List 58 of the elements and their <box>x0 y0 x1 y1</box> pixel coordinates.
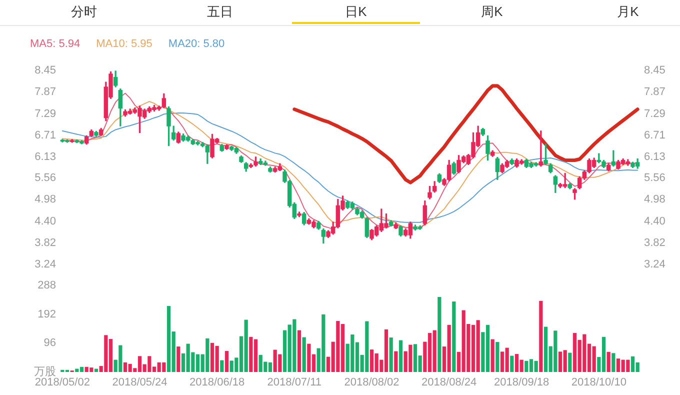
y2-tick-label: 6.71 <box>644 129 666 142</box>
bar <box>394 351 398 372</box>
bar <box>297 330 302 372</box>
bar <box>302 337 306 372</box>
text: 周K <box>481 4 503 19</box>
text: MA10: 5.95 <box>96 38 152 50</box>
bar <box>220 360 224 372</box>
text: 月K <box>617 4 639 19</box>
bar <box>94 368 98 372</box>
text: 日K <box>345 4 367 19</box>
bar <box>490 339 494 372</box>
y2-tick-label: 4.98 <box>644 194 666 206</box>
y-tick-label: 6.71 <box>34 129 56 142</box>
y-tick-label: 7.87 <box>34 86 56 98</box>
y2-tick-label: 7.29 <box>644 108 666 120</box>
x-tick-label: 2018/06/18 <box>190 376 245 389</box>
bar <box>568 352 572 372</box>
y2-tick-label: 5.56 <box>644 172 666 184</box>
bar <box>224 351 229 372</box>
y2-tick-label: 6.13 <box>644 150 666 163</box>
bar <box>452 302 456 372</box>
x-tick-label: 2018/05/02 <box>34 376 90 389</box>
bar <box>612 353 616 372</box>
bar <box>539 300 543 372</box>
y-tick-label: 3.82 <box>34 236 56 249</box>
bar <box>496 342 500 372</box>
y-tick-label: 万股 <box>34 366 56 378</box>
x-tick-label: 2018/07/11 <box>267 376 322 389</box>
y-tick-label: 96 <box>44 337 56 350</box>
y2-tick-label: 4.40 <box>644 215 666 228</box>
bar <box>438 297 442 372</box>
bar <box>176 346 180 372</box>
bar <box>606 352 610 372</box>
text: MA5: 5.94 <box>30 38 80 50</box>
y-tick-label: 7.29 <box>34 108 56 120</box>
y-tick-label: 4.98 <box>34 194 56 206</box>
y-tick-label: 3.24 <box>34 258 56 270</box>
x-tick-label: 2018/10/10 <box>571 376 626 389</box>
y2-tick-label: 8.45 <box>644 64 666 77</box>
text: 分时 <box>71 4 97 19</box>
x-tick-label: 2018/09/18 <box>494 376 550 389</box>
text: 五日 <box>207 4 233 19</box>
x-tick-label: 2018/08/02 <box>344 376 400 389</box>
y-tick-label: 6.13 <box>34 150 56 163</box>
y-tick-label: 4.40 <box>34 215 56 228</box>
y-tick-label: 5.56 <box>34 172 56 184</box>
bar <box>389 338 393 372</box>
y-tick-label: 192 <box>38 308 56 320</box>
y2-tick-label: 7.87 <box>644 86 666 98</box>
x-tick-label: 2018/08/24 <box>422 376 477 389</box>
y-tick-label: 8.45 <box>34 64 56 77</box>
text: MA20: 5.80 <box>168 38 225 50</box>
bar <box>398 340 403 372</box>
y-tick-label: 288 <box>38 280 56 292</box>
x-tick-label: 2018/05/24 <box>112 376 168 389</box>
y2-tick-label: 3.24 <box>644 258 666 270</box>
y2-tick-label: 3.82 <box>644 236 666 249</box>
bar <box>510 356 514 372</box>
